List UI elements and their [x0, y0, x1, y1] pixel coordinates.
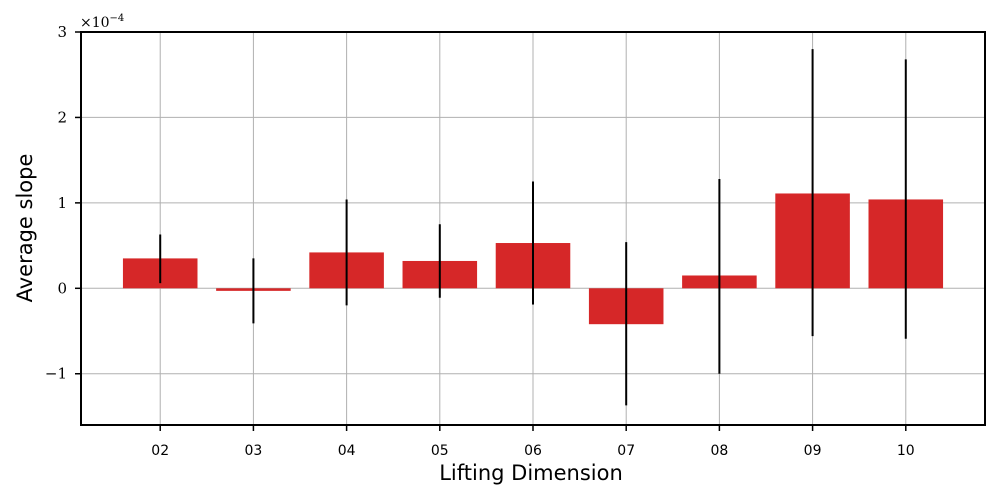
x-tick-label: 08 [710, 443, 728, 459]
y-tick-label: 2 [57, 108, 67, 126]
y-ticks: −1 0 1 2 3 [45, 23, 81, 383]
x-tick-label: 10 [897, 443, 915, 459]
x-tick-label: 09 [804, 443, 822, 459]
y-tick-label: 1 [57, 194, 67, 212]
x-tick-label: 05 [431, 443, 449, 459]
x-tick-label: 07 [617, 443, 635, 459]
x-axis-label: Lifting Dimension [439, 461, 623, 485]
x-tick-label: 03 [244, 443, 262, 459]
y-axis-label: Average slope [13, 154, 37, 303]
x-tick-label: 06 [524, 443, 542, 459]
y-scale-label: ×10−4 [80, 13, 124, 31]
error-bars [159, 49, 907, 406]
x-tick-label: 02 [151, 443, 169, 459]
x-tick-label: 04 [338, 443, 356, 459]
y-tick-label: 3 [57, 23, 67, 41]
y-tick-label: −1 [45, 365, 67, 383]
x-ticks: 02 03 04 05 06 07 08 09 10 [151, 425, 915, 459]
y-tick-label: 0 [57, 279, 67, 297]
